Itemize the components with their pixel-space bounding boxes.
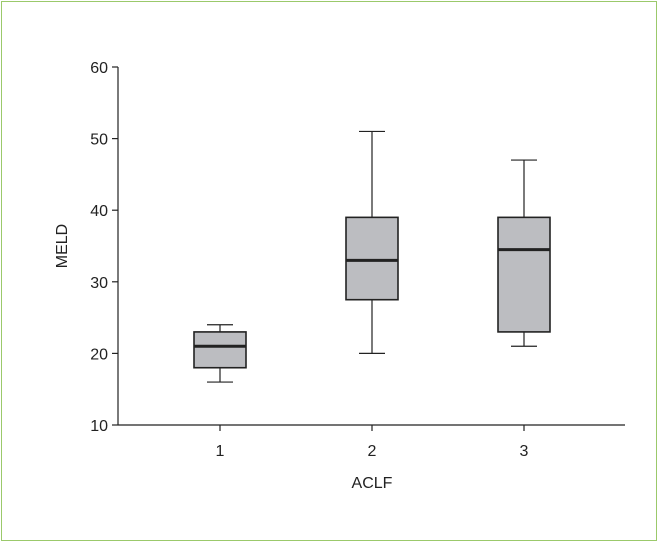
y-tick-label: 50 — [90, 132, 108, 149]
box-group-3 — [497, 159, 551, 347]
iqr-box — [497, 216, 551, 333]
axes: 10 20 30 40 50 60 1 2 3 — [90, 60, 625, 460]
y-tick-label: 10 — [90, 418, 108, 435]
iqr-box — [345, 216, 399, 301]
x-tick-label: 1 — [216, 443, 225, 460]
y-axis-label: MELD — [54, 224, 71, 268]
y-tick-label: 30 — [90, 275, 108, 292]
box-group-1 — [193, 324, 247, 383]
x-tick-label: 2 — [368, 443, 377, 460]
x-axis-label: ACLF — [352, 475, 393, 492]
iqr-box — [193, 331, 247, 369]
x-tick-label: 3 — [520, 443, 529, 460]
y-tick-label: 40 — [90, 203, 108, 220]
box-group-2 — [345, 130, 399, 354]
boxes — [193, 130, 551, 383]
y-tick-label: 60 — [90, 60, 108, 77]
y-tick-label: 20 — [90, 346, 108, 363]
